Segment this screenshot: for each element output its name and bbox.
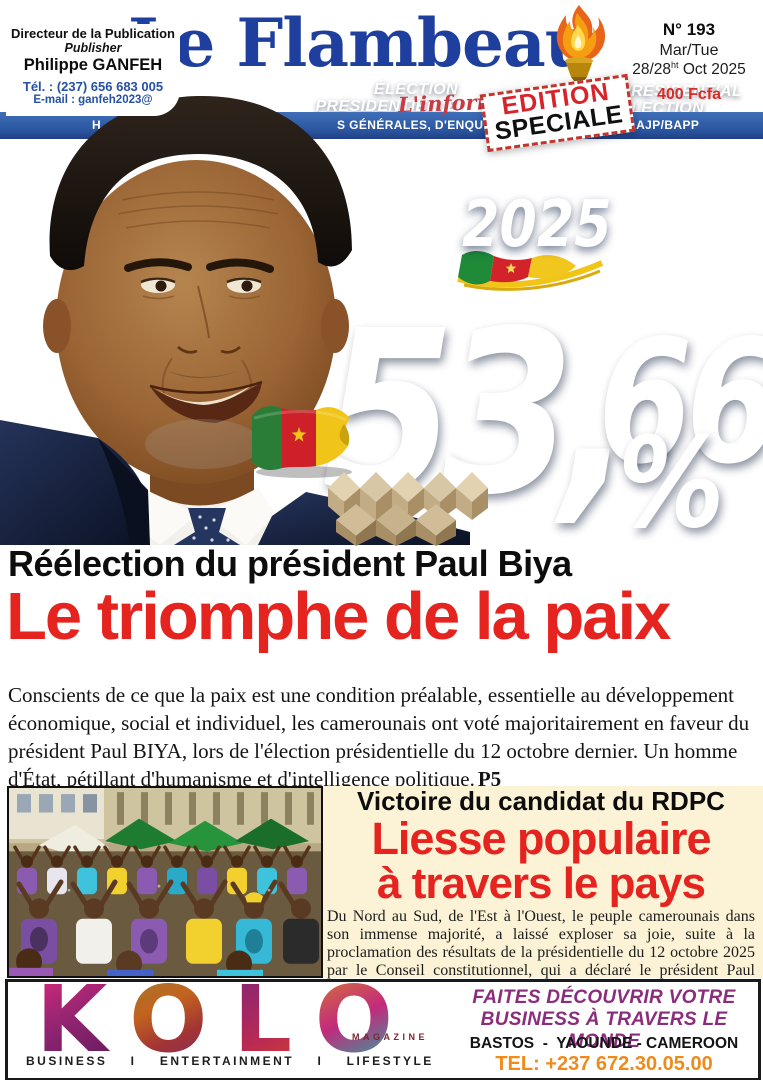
publisher-phone: Tél. : (237) 656 683 005 bbox=[22, 79, 164, 94]
carved-sculpture bbox=[328, 472, 488, 546]
secondary-story-kicker: Victoire du candidat du RDPC bbox=[357, 786, 725, 816]
kolo-categories: BUSINESS I ENTERTAINMENT I LIFESTYLE bbox=[26, 1054, 434, 1068]
kolo-logo: KOLO bbox=[36, 974, 419, 1066]
bar-text-fragment: AAJP/BAPP bbox=[627, 118, 700, 132]
secondary-story-panel: Victoire du candidat du RDPC Liesse popu… bbox=[319, 786, 763, 997]
celebration-photo bbox=[7, 786, 323, 978]
publisher-role-en: Publisher bbox=[64, 41, 122, 55]
crowd-illustration bbox=[9, 788, 321, 978]
issue-info: N° 193 Mar/Tue 28/28ht Oct 2025 400 Fcfa bbox=[623, 20, 755, 104]
hero-circuit-pattern bbox=[9, 158, 763, 545]
banner-election-fr: ÉLECTION PRÉSIDENTIELLE bbox=[315, 81, 458, 115]
president-portrait bbox=[0, 95, 470, 545]
main-story-headline: Le triomphe de la paix bbox=[6, 579, 671, 654]
secondary-story-headline-line1: Liesse populaire bbox=[371, 813, 711, 864]
secondary-story-headline-line2: à travers le pays bbox=[377, 859, 706, 908]
bar-text-fragment: H bbox=[92, 118, 102, 132]
publisher-email: E-mail : ganfeh2023@ bbox=[33, 94, 153, 106]
publisher-role: Directeur de la Publication bbox=[11, 26, 175, 41]
banner-year: 2025 bbox=[462, 188, 612, 262]
cameroon-flag bbox=[252, 406, 352, 478]
flag-ribbon bbox=[457, 250, 604, 291]
page-reference: P5 bbox=[477, 766, 502, 791]
issue-date: 28/28ht Oct 2025 bbox=[632, 60, 746, 79]
logo-letter: K bbox=[36, 966, 130, 1073]
main-story-lead: Conscients de ce que la paix est une con… bbox=[8, 683, 750, 791]
advert-tagline-line1: FAITES DÉCOUVRIR VOTRE bbox=[472, 987, 736, 1008]
logo-letter: O bbox=[129, 966, 234, 1073]
issue-price: 400 Fcfa bbox=[656, 86, 722, 104]
newspaper-title: Le Flambeau bbox=[128, 4, 593, 82]
secondary-story-body: Du Nord au Sud, de l'Est à l'Ouest, le p… bbox=[327, 908, 755, 998]
logo-letter: O bbox=[314, 966, 419, 1073]
main-story-kicker: Réélection du président Paul Biya bbox=[8, 543, 572, 584]
score-percentage-decimals: 66 bbox=[598, 304, 763, 502]
publisher-name: Philippe GANFEH bbox=[23, 56, 163, 74]
publisher-box: Directeur de la Publication Publisher Ph… bbox=[6, 24, 180, 116]
advert-location: BASTOS - YAOUNDE - CAMEROON bbox=[469, 1035, 739, 1052]
issue-number: N° 193 bbox=[662, 20, 716, 39]
logo-letter: L bbox=[233, 966, 315, 1073]
advert-banner: KOLO MAGAZINE BUSINESS I ENTERTAINMENT I… bbox=[5, 974, 761, 1080]
issue-day: Mar/Tue bbox=[659, 42, 719, 59]
kolo-magazine-label: MAGAZINE bbox=[352, 1032, 428, 1042]
advert-tagline-line2: BUSINESS À TRAVERS LE MONDE bbox=[480, 1009, 728, 1052]
score-percent-sign: % bbox=[618, 411, 725, 556]
advert-phone: TEL: +237 672.30.05.00 bbox=[495, 1053, 713, 1075]
